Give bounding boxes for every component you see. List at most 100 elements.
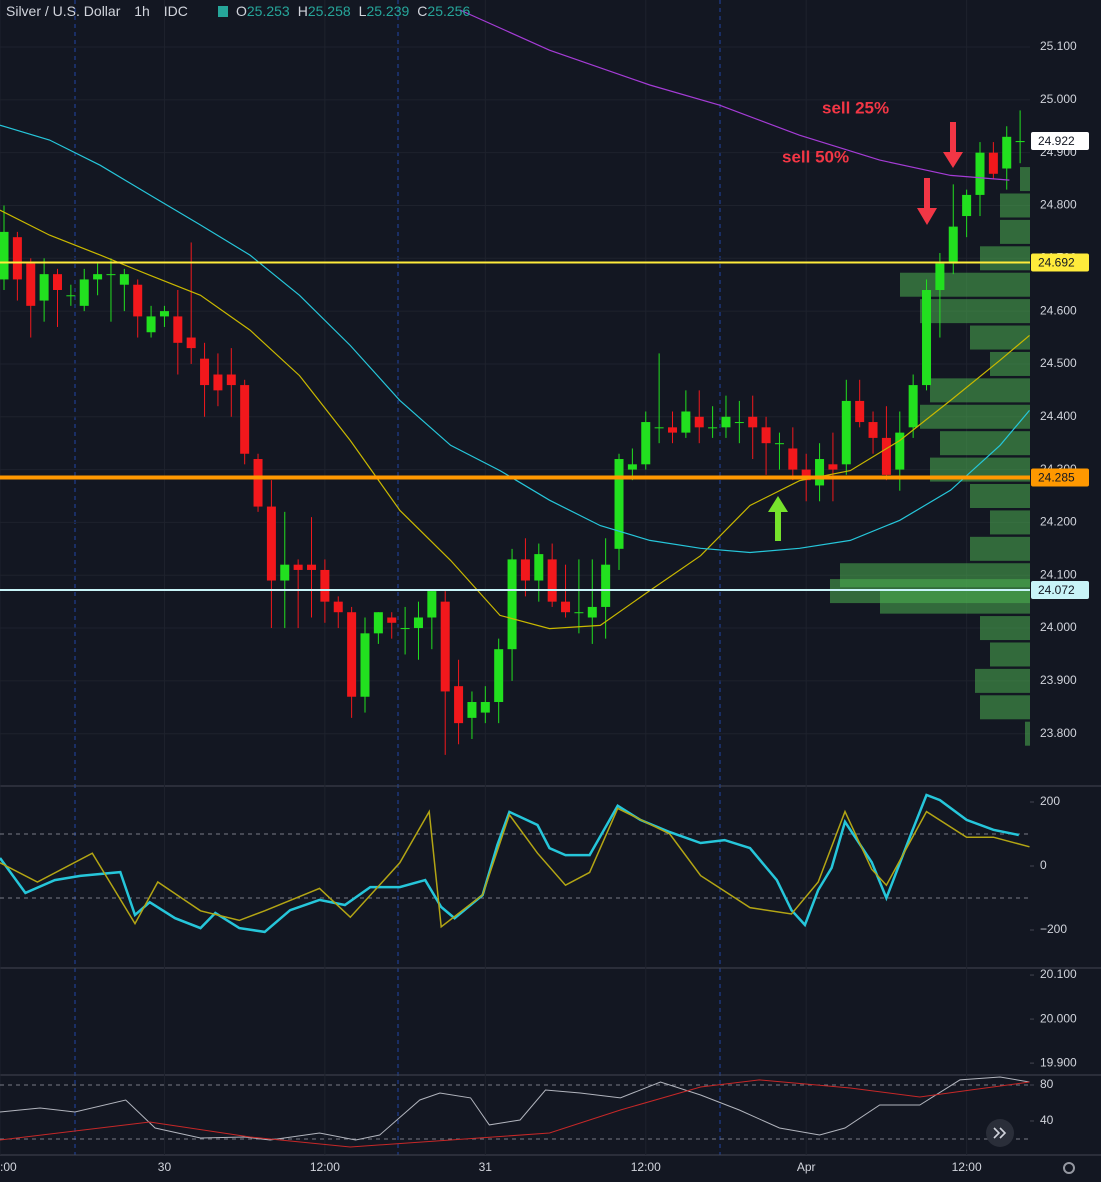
candle-body [1015,141,1025,143]
candle-body [0,231,9,280]
candle-body [641,422,651,465]
buy-arrow [768,496,788,541]
ohlc: O25.253 H25.258 L25.239 C25.256 [236,3,470,19]
candle-body [66,295,76,297]
candle-body [387,617,397,623]
candle-body [26,263,36,306]
session-breaks [74,0,721,1155]
volume-profile-bar [920,404,1030,429]
candle-body [333,601,343,613]
scroll-icon[interactable] [993,1127,1007,1139]
candle-body [988,152,998,174]
volume-profile-bar [880,589,1030,614]
candle-body [280,564,290,581]
ohlc-value: 25.239 [366,3,409,19]
candle-body [467,702,477,718]
candle-body [748,416,758,428]
y-tick-label: 24.500 [1040,356,1077,370]
candle-body [360,633,370,697]
volume-profile-bar [920,299,1030,324]
level-label: 24.285 [1038,471,1075,485]
candle-body [828,464,838,470]
level-label: 24.072 [1038,583,1075,597]
candle-body [320,569,330,602]
candle-body [240,385,250,454]
source: IDC [164,3,188,19]
candle-body [975,152,985,195]
x-tick-label: 12:00 [310,1160,340,1174]
status-icon[interactable] [218,6,228,17]
candle-body [119,274,129,285]
volume-profile-bar [990,351,1030,376]
candle-body [440,601,450,692]
candle-body [534,554,544,581]
line-series [0,209,1030,630]
candle-body [133,284,143,317]
y-tick-label: 25.100 [1040,39,1077,53]
volume-profile-bar [930,378,1030,403]
level-label-box [1031,468,1089,487]
ohlc-value: 25.253 [247,3,290,19]
y-tick-label: 24.800 [1040,198,1077,212]
candle-body [788,448,798,470]
candle-body [574,612,584,614]
x-tick-label: 30 [158,1160,172,1174]
volume-profile-bar [1000,193,1030,218]
candle-body [159,311,169,317]
y-tick-label: 24.200 [1040,515,1077,529]
candle-body [347,612,357,697]
candle-body [962,194,972,217]
candle-body [694,416,704,428]
header: Silver / U.S. Dollar 1h IDC [6,3,188,19]
candle-body [454,686,464,724]
annotation: sell 50% [782,147,849,166]
volume-profile-bar [980,616,1030,641]
scroll-button[interactable] [986,1119,1014,1147]
level-label-box [1031,253,1089,272]
settings-icon[interactable] [1063,1162,1075,1174]
candle-body [815,459,825,486]
candle-body [881,437,891,475]
candle-body [654,427,664,429]
candle-body [186,337,196,349]
ohlc-value: 25.258 [308,3,351,19]
candle-body [721,416,731,428]
volume-profile-bar [990,510,1030,535]
ohlc-value: 25.256 [427,3,470,19]
candle-body [561,601,571,613]
candle-body [507,559,517,650]
y-tick-label: 23.800 [1040,726,1077,740]
y-tick-label: 80 [1040,1077,1054,1091]
settings-button[interactable] [1063,1162,1075,1174]
sell-arrow [943,122,963,168]
volume-profile-bar [975,668,1030,693]
volume-profile-bar [940,431,1030,456]
candle-body [614,459,624,549]
candle-body [520,559,530,581]
candle-body [266,506,276,581]
candle-body [373,612,383,634]
candle-body [601,564,611,607]
candle-body [213,374,223,391]
volume-profile-bar [1020,167,1030,192]
line-series [0,793,1020,934]
candle-body [708,427,718,429]
level-label: 24.692 [1038,256,1075,270]
volume-profile-bar [990,642,1030,667]
candle-body [855,400,865,423]
line-series [0,1076,1030,1141]
y-tick-label: 40 [1040,1113,1054,1127]
x-tick-label: 12:00 [952,1160,982,1174]
candle-body [79,279,89,306]
x-tick-label: 31 [479,1160,493,1174]
pane-separators [0,785,1101,1156]
y-tick-label: −200 [1040,922,1067,936]
volume-profile-bar [1025,721,1030,746]
candle-body [868,422,878,438]
candle-body [667,427,677,433]
x-tick-label: :00 [0,1160,17,1174]
y-tick-label: 20.000 [1040,1011,1077,1025]
